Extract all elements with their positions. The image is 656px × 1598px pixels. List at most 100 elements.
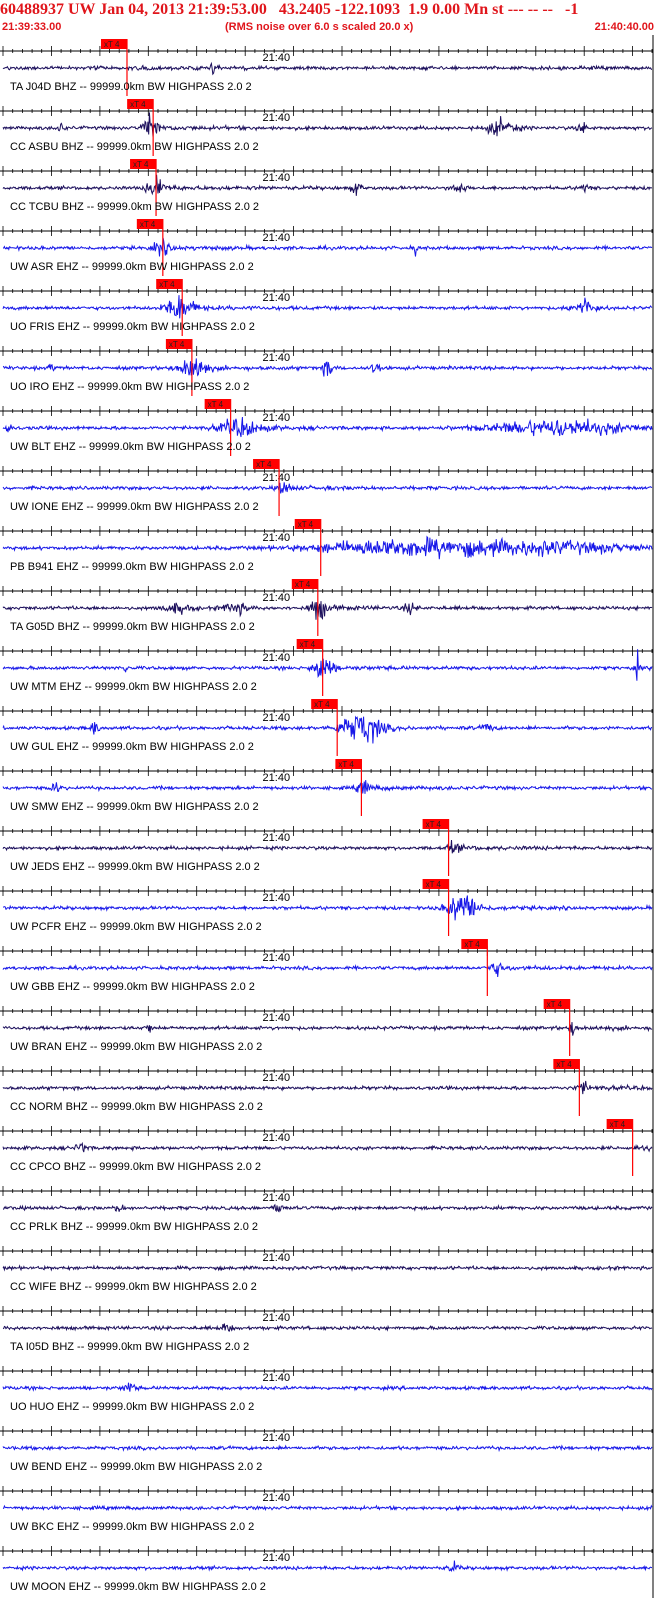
seismogram-trace bbox=[2, 1264, 653, 1272]
station-label: CC WIFE BHZ -- 99999.0km BW HIGHPASS 2.0… bbox=[10, 1281, 257, 1293]
phase-pick-label: xT 4 bbox=[547, 1000, 563, 1009]
seismogram-trace bbox=[2, 1323, 653, 1332]
minute-tick-label: 21:40 bbox=[263, 952, 291, 964]
trace-row: 21:40 TA I05D BHZ -- 99999.0km BW HIGHPAS… bbox=[0, 1306, 653, 1353]
time-axis-ticks bbox=[2, 1366, 653, 1376]
time-window-header: 21:39:33.00 (RMS noise over 6.0 s scaled… bbox=[0, 20, 656, 34]
time-axis-ticks bbox=[2, 1006, 653, 1016]
station-label: UW IONE EHZ -- 99999.0km BW HIGHPASS 2.0… bbox=[10, 501, 259, 513]
phase-pick-badge bbox=[291, 579, 318, 589]
phase-pick-badge bbox=[422, 879, 449, 889]
seismogram-trace bbox=[2, 1382, 653, 1392]
station-label: UW BLT EHZ -- 99999.0km BW HIGHPASS 2.0 … bbox=[10, 441, 251, 453]
seismogram-trace bbox=[2, 416, 653, 438]
phase-pick-label: xT 4 bbox=[208, 400, 224, 409]
phase-pick-badge bbox=[461, 939, 488, 949]
minute-tick-label: 21:40 bbox=[263, 232, 291, 244]
station-label: UO HUO EHZ -- 99999.0km BW HIGHPASS 2.0 … bbox=[10, 1401, 254, 1413]
time-axis-ticks bbox=[2, 526, 653, 536]
seismogram-trace bbox=[2, 962, 653, 978]
station-label: PB B941 EHZ -- 99999.0km BW HIGHPASS 2.0… bbox=[10, 561, 254, 573]
seismogram-trace bbox=[2, 535, 653, 560]
time-axis-ticks bbox=[2, 946, 653, 956]
phase-pick-label: xT 4 bbox=[133, 160, 149, 169]
time-axis-ticks bbox=[2, 226, 653, 236]
minute-tick-label: 21:40 bbox=[263, 1132, 291, 1144]
trace-row: 21:40 xT 4 TA G05D BHZ -- 99999.0km BW HIG… bbox=[0, 579, 653, 636]
time-axis-ticks bbox=[2, 706, 653, 716]
minute-tick-label: 21:40 bbox=[263, 592, 291, 604]
time-axis-ticks bbox=[2, 1246, 653, 1256]
trace-row: 21:40 xT 4 UW MTM EHZ -- 99999.0km BW HIGH… bbox=[0, 639, 653, 696]
time-axis-ticks bbox=[2, 1306, 653, 1316]
time-axis-ticks bbox=[2, 586, 653, 596]
minute-tick-label: 21:40 bbox=[263, 532, 291, 544]
time-axis-ticks bbox=[2, 466, 653, 476]
station-label: UW MTM EHZ -- 99999.0km BW HIGHPASS 2.0 … bbox=[10, 681, 257, 693]
seismogram-trace bbox=[2, 295, 653, 319]
phase-pick-label: xT 4 bbox=[556, 1060, 572, 1069]
trace-row: 21:40 UW MOON EHZ -- 99999.0km BW HIGHPAS… bbox=[0, 1546, 653, 1593]
time-axis-ticks bbox=[2, 46, 653, 56]
minute-tick-label: 21:40 bbox=[263, 1072, 291, 1084]
seismogram-trace bbox=[2, 482, 653, 494]
phase-pick-label: xT 4 bbox=[159, 280, 175, 289]
time-axis-ticks bbox=[2, 1126, 653, 1136]
time-axis-ticks bbox=[2, 1066, 653, 1076]
time-axis-ticks bbox=[2, 826, 653, 836]
phase-pick-badge bbox=[335, 759, 362, 769]
minute-tick-label: 21:40 bbox=[263, 1192, 291, 1204]
trace-row: 21:40 xT 4 UW BRAN EHZ -- 99999.0km BW HIG… bbox=[0, 999, 653, 1056]
minute-tick-label: 21:40 bbox=[263, 1492, 291, 1504]
minute-tick-label: 21:40 bbox=[263, 712, 291, 724]
minute-tick-label: 21:40 bbox=[263, 412, 291, 424]
station-label: TA I05D BHZ -- 99999.0km BW HIGHPASS 2.0… bbox=[10, 1341, 249, 1353]
trace-row: 21:40 xT 4 UW GUL EHZ -- 99999.0km BW HIGH… bbox=[0, 699, 653, 756]
seismogram-trace bbox=[2, 1022, 653, 1036]
minute-tick-label: 21:40 bbox=[263, 1372, 291, 1384]
phase-pick-badge bbox=[253, 459, 280, 469]
phase-pick-badge bbox=[422, 819, 449, 829]
seismogram-trace bbox=[2, 174, 653, 196]
trace-row: 21:40 xT 4 CC ASBU BHZ -- 99999.0km BW HIG… bbox=[0, 99, 653, 156]
phase-pick-label: xT 4 bbox=[256, 460, 272, 469]
trace-row: 21:40 xT 4 UW GBB EHZ -- 99999.0km BW HIGH… bbox=[0, 939, 653, 996]
time-axis-ticks bbox=[2, 406, 653, 416]
station-label: UW GUL EHZ -- 99999.0km BW HIGHPASS 2.0 … bbox=[10, 741, 254, 753]
station-label: UW ASR EHZ -- 99999.0km BW HIGHPASS 2.0 … bbox=[10, 261, 254, 273]
seismogram-trace bbox=[2, 780, 653, 794]
seismogram-trace bbox=[2, 61, 653, 76]
minute-tick-label: 21:40 bbox=[263, 772, 291, 784]
phase-pick-badge bbox=[296, 639, 323, 649]
phase-pick-badge bbox=[543, 999, 570, 1009]
phase-pick-badge bbox=[156, 279, 183, 289]
minute-tick-label: 21:40 bbox=[263, 52, 291, 64]
station-label: TA G05D BHZ -- 99999.0km BW HIGHPASS 2.0… bbox=[10, 621, 255, 633]
station-label: UW BEND EHZ -- 99999.0km BW HIGHPASS 2.0… bbox=[10, 1461, 262, 1473]
trace-row: 21:40 xT 4 UO IRO EHZ -- 99999.0km BW HIGH… bbox=[0, 339, 653, 396]
seismogram-trace bbox=[2, 601, 653, 620]
phase-pick-label: xT 4 bbox=[104, 40, 120, 49]
station-label: UW BKC EHZ -- 99999.0km BW HIGHPASS 2.0 … bbox=[10, 1521, 254, 1533]
seismogram-trace bbox=[2, 715, 653, 744]
station-label: UW BRAN EHZ -- 99999.0km BW HIGHPASS 2.0… bbox=[10, 1041, 262, 1053]
time-axis-ticks bbox=[2, 106, 653, 116]
phase-pick-label: xT 4 bbox=[298, 520, 314, 529]
seismogram-trace bbox=[2, 1203, 653, 1213]
trace-row: 21:40 xT 4 PB B941 EHZ -- 99999.0km BW HIG… bbox=[0, 519, 653, 576]
minute-tick-label: 21:40 bbox=[263, 832, 291, 844]
trace-row: 21:40 xT 4 UO FRIS EHZ -- 99999.0km BW HIG… bbox=[0, 279, 653, 336]
trace-row: 21:40 UW BKC EHZ -- 99999.0km BW HIGHPASS… bbox=[0, 1486, 653, 1533]
time-axis-ticks bbox=[2, 1426, 653, 1436]
phase-pick-label: xT 4 bbox=[426, 820, 442, 829]
phase-pick-label: xT 4 bbox=[464, 940, 480, 949]
station-label: CC TCBU BHZ -- 99999.0km BW HIGHPASS 2.0… bbox=[10, 201, 259, 213]
seismogram-trace bbox=[2, 237, 653, 257]
seismogram-trace bbox=[2, 1080, 653, 1095]
phase-pick-badge bbox=[311, 699, 338, 709]
noise-scaling-note: (RMS noise over 6.0 s scaled 20.0 x) bbox=[225, 21, 414, 33]
seismogram-plot: 21:40 xT 4 TA J04D BHZ -- 99999.0km BW HIG… bbox=[0, 35, 654, 1598]
seismogram-trace bbox=[2, 1504, 653, 1512]
trace-row: 21:40 xT 4 CC TCBU BHZ -- 99999.0km BW HIG… bbox=[0, 159, 653, 216]
time-axis-ticks bbox=[2, 886, 653, 896]
